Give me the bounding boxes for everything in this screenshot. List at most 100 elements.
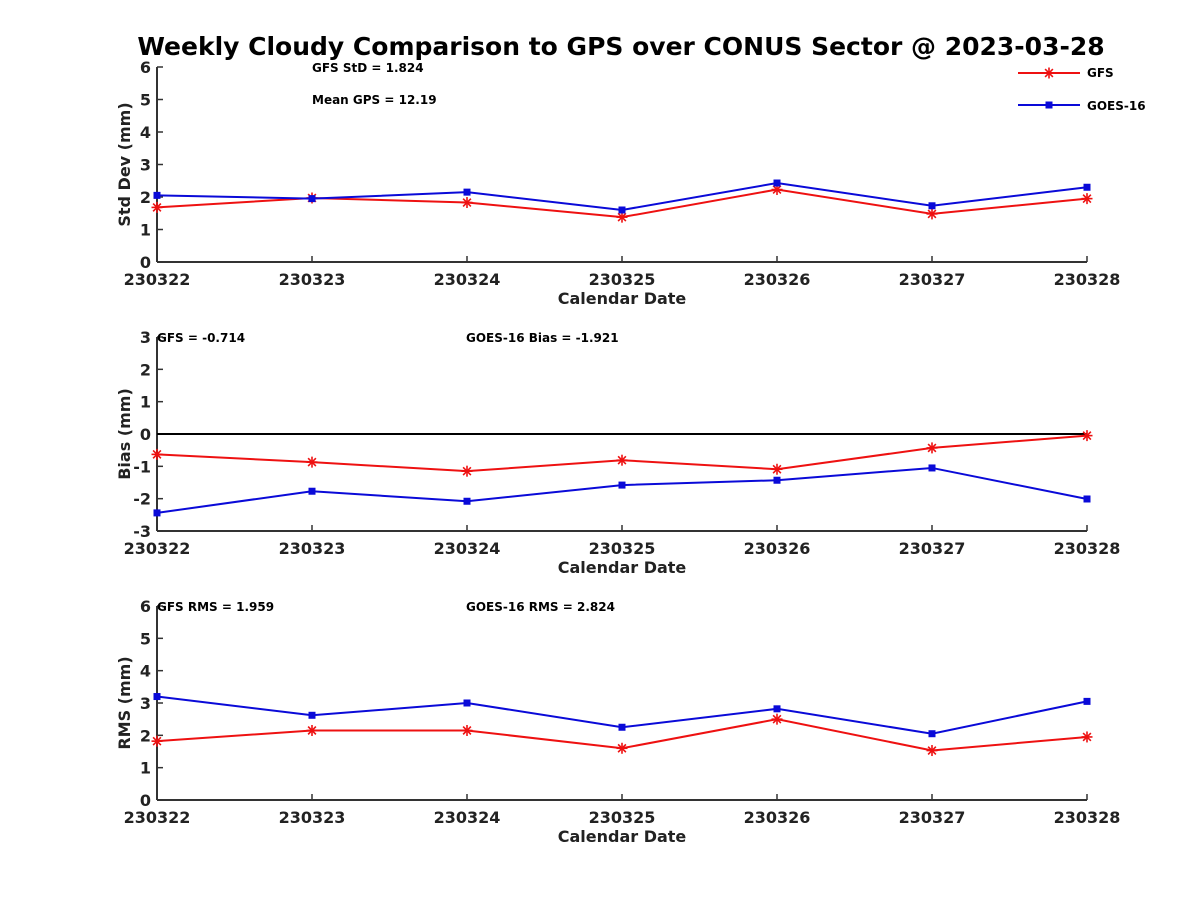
data-point-gfs bbox=[461, 197, 473, 209]
data-point-gfs bbox=[151, 201, 163, 213]
x-tick-label: 230325 bbox=[589, 270, 656, 289]
data-point-goes-16 bbox=[618, 481, 626, 489]
data-point-goes-16 bbox=[618, 206, 626, 214]
data-point-goes-16 bbox=[308, 711, 316, 719]
y-tick-label: 4 bbox=[140, 662, 151, 681]
y-tick-label: 3 bbox=[140, 694, 151, 713]
stat-annotation: GOES-16 Bias = -1.921 bbox=[466, 331, 619, 345]
x-tick-label: 230328 bbox=[1054, 539, 1121, 558]
stat-annotation: Mean GPS = 12.19 bbox=[312, 93, 437, 107]
stat-annotation: GFS RMS = 1.959 bbox=[157, 600, 274, 614]
data-point-goes-16 bbox=[463, 699, 471, 707]
std-dev-panel: 0 1 2 3 4 5 6 230322 230323 230324 230325 230326 230… bbox=[115, 58, 1120, 308]
x-tick-label: 230326 bbox=[744, 808, 811, 827]
data-point-gfs bbox=[771, 463, 783, 475]
y-tick-label: 1 bbox=[140, 221, 151, 240]
y-tick-label: -3 bbox=[133, 522, 151, 541]
y-tick-label: 5 bbox=[140, 629, 151, 648]
data-point-gfs bbox=[616, 742, 628, 754]
x-axis-label: Calendar Date bbox=[558, 558, 687, 577]
data-point-goes-16 bbox=[463, 497, 471, 505]
x-tick-label: 230326 bbox=[744, 539, 811, 558]
x-tick-label: 230327 bbox=[899, 539, 966, 558]
series-line-gfs bbox=[156, 434, 1088, 473]
data-point-goes-16 bbox=[153, 191, 161, 199]
x-tick-label: 230328 bbox=[1054, 270, 1121, 289]
data-point-goes-16 bbox=[463, 188, 471, 196]
legend-goes-label: GOES-16 bbox=[1087, 99, 1146, 113]
y-tick-label: -2 bbox=[133, 490, 151, 509]
data-point-goes-16 bbox=[928, 202, 936, 210]
x-tick-label: 230327 bbox=[899, 808, 966, 827]
series-line-goes-16 bbox=[156, 182, 1088, 212]
data-point-goes-16 bbox=[1083, 697, 1091, 705]
data-point-goes-16 bbox=[1083, 495, 1091, 503]
data-point-gfs bbox=[306, 456, 318, 468]
y-tick-label: 0 bbox=[140, 791, 151, 810]
x-axis-label: Calendar Date bbox=[558, 827, 687, 846]
y-tick-label: 3 bbox=[140, 156, 151, 175]
figure-title: Weekly Cloudy Comparison to GPS over CON… bbox=[137, 32, 1104, 61]
data-point-goes-16 bbox=[1083, 183, 1091, 191]
data-point-gfs bbox=[926, 442, 938, 454]
x-tick-label: 230322 bbox=[124, 270, 191, 289]
data-point-gfs bbox=[771, 713, 783, 725]
legend-goes-square bbox=[1045, 101, 1053, 109]
data-point-gfs bbox=[151, 735, 163, 747]
y-axis-label: Bias (mm) bbox=[115, 388, 134, 480]
y-tick-label: 1 bbox=[140, 393, 151, 412]
y-tick-label: 2 bbox=[140, 188, 151, 207]
x-tick-label: 230323 bbox=[279, 808, 346, 827]
rms-panel: 0 1 2 3 4 5 6 230322 230323 230324 230325 230326 230… bbox=[115, 597, 1120, 846]
legend-entry-gfs: GFS bbox=[1018, 66, 1114, 80]
data-point-gfs bbox=[616, 454, 628, 466]
data-point-gfs bbox=[926, 745, 938, 757]
data-point-gfs bbox=[151, 448, 163, 460]
legend-gfs-asterisk bbox=[1043, 67, 1055, 79]
series-goes-16 bbox=[153, 179, 1091, 214]
data-point-gfs bbox=[461, 724, 473, 736]
data-point-gfs bbox=[771, 184, 783, 196]
legend-gfs-label: GFS bbox=[1087, 66, 1114, 80]
x-tick-label: 230324 bbox=[434, 539, 501, 558]
x-tick-label: 230324 bbox=[434, 270, 501, 289]
x-axis-label: Calendar Date bbox=[558, 289, 687, 308]
data-point-goes-16 bbox=[773, 705, 781, 713]
legend: GFS GOES-16 bbox=[1018, 66, 1146, 113]
data-point-goes-16 bbox=[928, 464, 936, 472]
legend-entry-goes: GOES-16 bbox=[1018, 99, 1146, 113]
stat-annotation: GOES-16 RMS = 2.824 bbox=[466, 600, 615, 614]
series-line-goes-16 bbox=[156, 466, 1088, 514]
x-tick-label: 230328 bbox=[1054, 808, 1121, 827]
y-tick-label: 6 bbox=[140, 58, 151, 77]
data-point-goes-16 bbox=[618, 723, 626, 731]
y-tick-label: 2 bbox=[140, 360, 151, 379]
series-gfs bbox=[151, 713, 1093, 757]
data-point-gfs bbox=[926, 208, 938, 220]
data-point-goes-16 bbox=[928, 730, 936, 738]
data-point-gfs bbox=[1081, 430, 1093, 442]
data-point-gfs bbox=[1081, 193, 1093, 205]
y-tick-label: 0 bbox=[140, 253, 151, 272]
y-tick-label: -1 bbox=[133, 457, 151, 476]
series-goes-16 bbox=[153, 693, 1091, 738]
y-axis-label: Std Dev (mm) bbox=[115, 102, 134, 226]
data-point-gfs bbox=[461, 465, 473, 477]
x-tick-label: 230322 bbox=[124, 539, 191, 558]
stat-annotation: GFS = -0.714 bbox=[157, 331, 245, 345]
bias-panel: -3 -2 -1 0 1 2 3 230322 230323 230324 230325 230326… bbox=[115, 328, 1120, 577]
y-tick-label: 0 bbox=[140, 425, 151, 444]
x-tick-label: 230325 bbox=[589, 808, 656, 827]
data-point-goes-16 bbox=[153, 509, 161, 517]
x-tick-label: 230325 bbox=[589, 539, 656, 558]
y-axis-label: RMS (mm) bbox=[115, 656, 134, 749]
x-tick-label: 230327 bbox=[899, 270, 966, 289]
y-tick-label: 1 bbox=[140, 759, 151, 778]
series-goes-16 bbox=[153, 464, 1091, 517]
x-tick-label: 230326 bbox=[744, 270, 811, 289]
series-gfs bbox=[151, 430, 1093, 477]
legend-goes-marker bbox=[1045, 101, 1053, 109]
data-point-goes-16 bbox=[773, 476, 781, 484]
x-tick-label: 230323 bbox=[279, 270, 346, 289]
